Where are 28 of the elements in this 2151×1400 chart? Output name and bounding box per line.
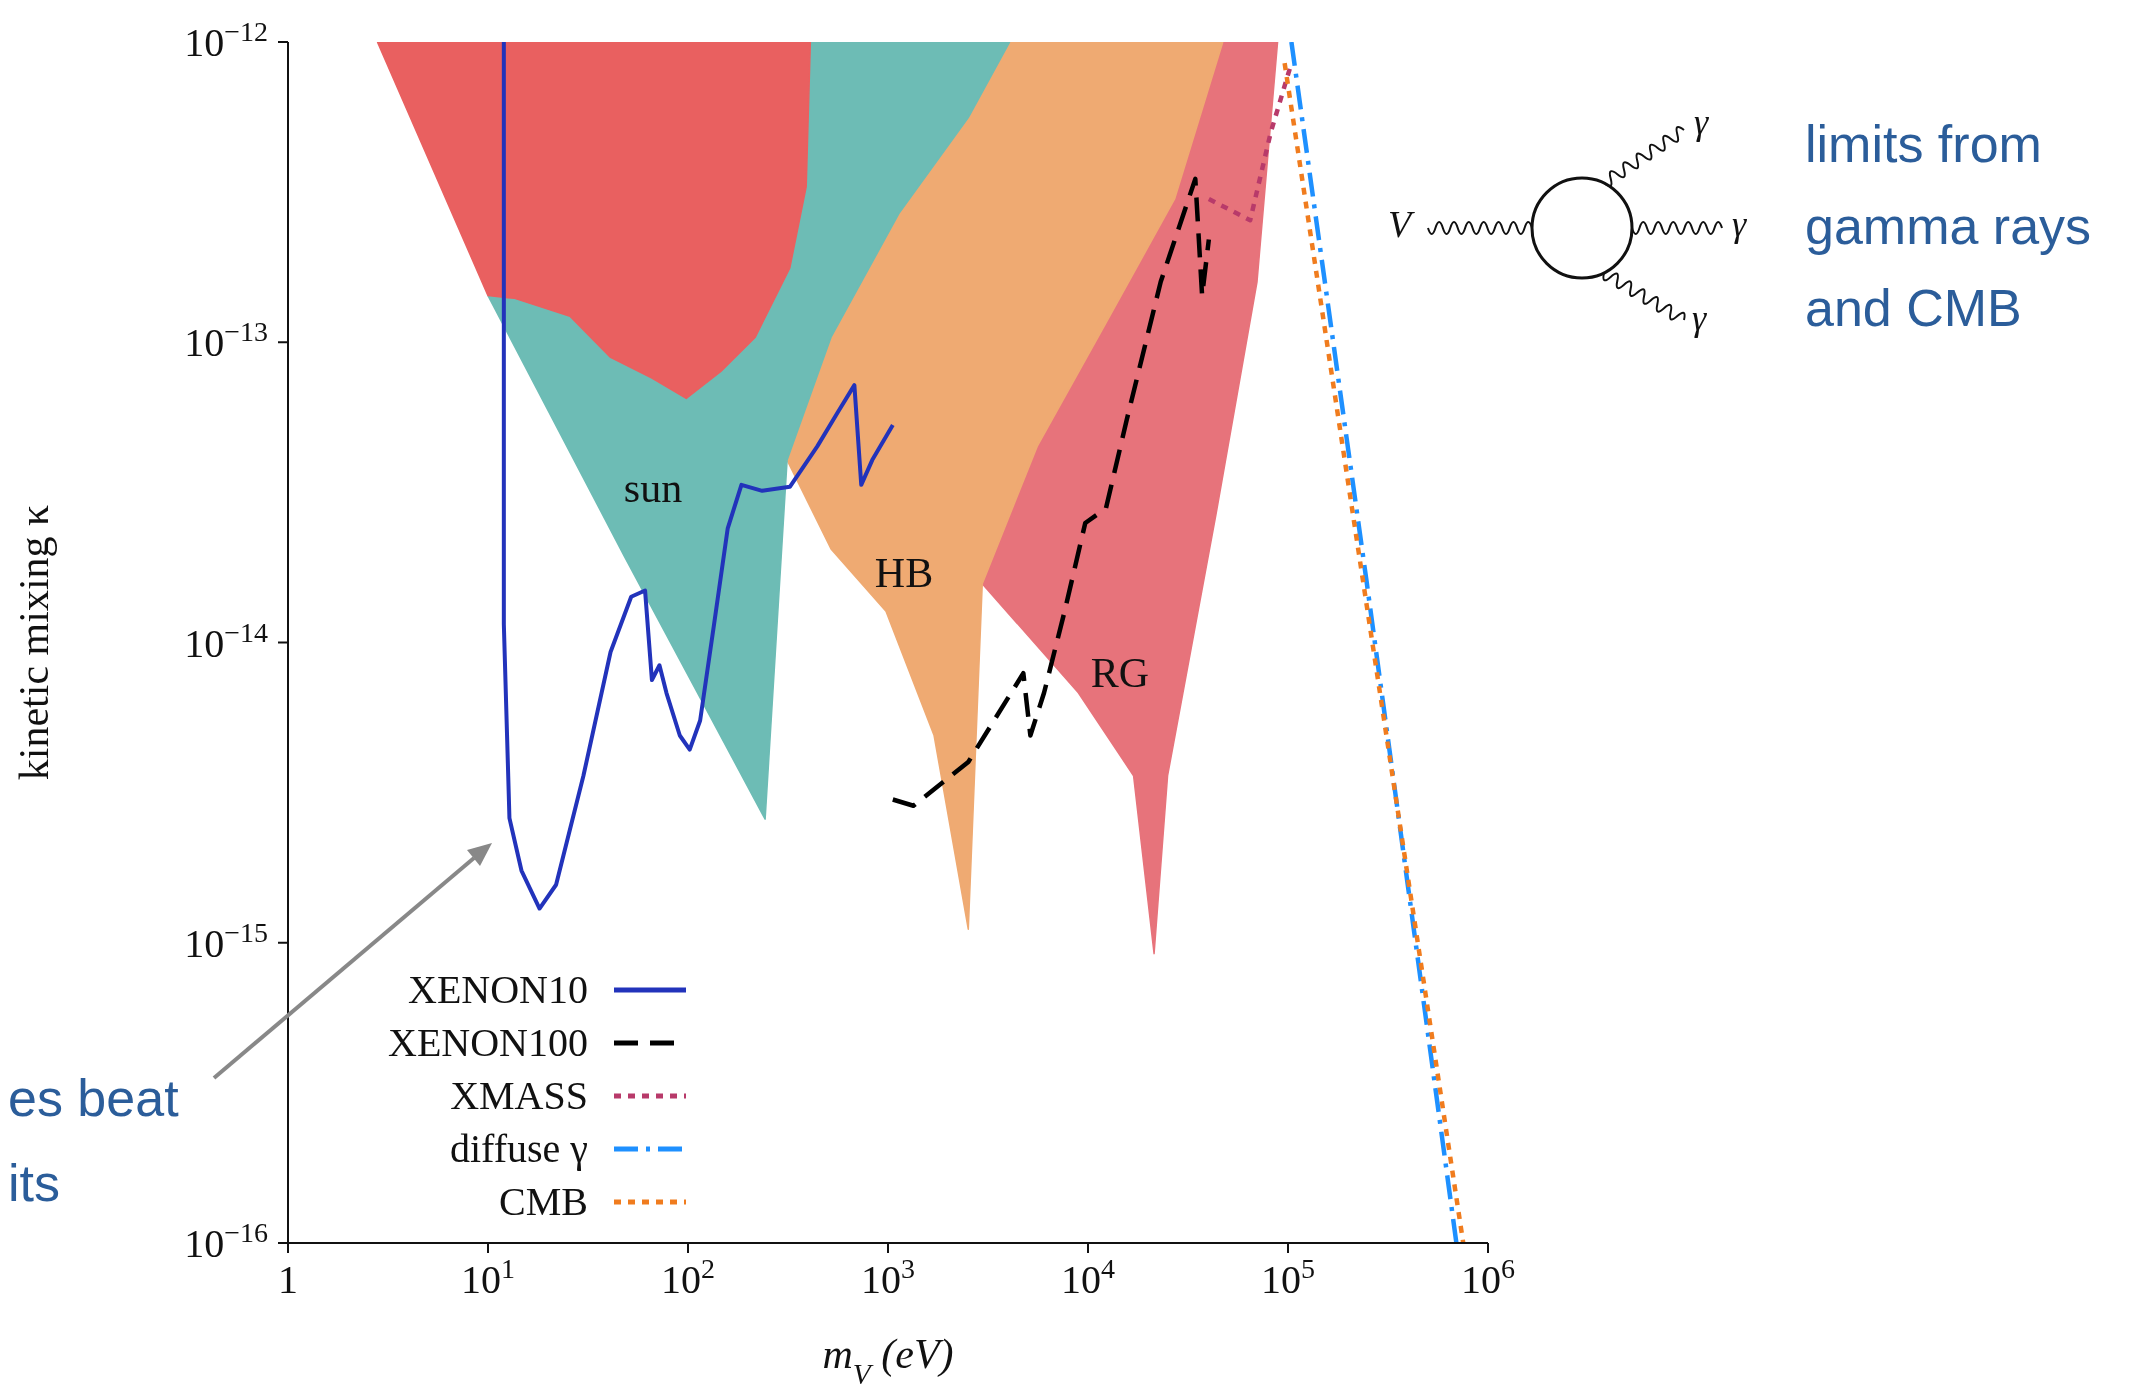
annotation: sun (622, 464, 684, 513)
x-axis-title: m$_{V}$ (eV) (822, 1331, 954, 1390)
legend-label: XENON10 (408, 966, 588, 1013)
text: limits from gamma rays and CMB (1805, 114, 2093, 339)
x-tick-label: 10$^{2}$ (661, 1252, 715, 1302)
x-tick-label: 10$^{3}$ (861, 1252, 915, 1302)
y-tick-label: 10$^{−12}$ (184, 15, 268, 65)
text: es beat its (8, 1069, 179, 1212)
y-tick-label: 10$^{−13}$ (184, 315, 268, 366)
annotation: HB (874, 549, 934, 598)
y-tick-label: 10$^{−16}$ (184, 1216, 268, 1266)
x-tick-label: 10$^{1}$ (461, 1252, 515, 1302)
annotation: RG (1090, 649, 1150, 698)
legend-label: diffuse γ (449, 1125, 588, 1172)
y-axis-title: kinetic mixing κ (11, 504, 57, 781)
x-tick-label: 10$^{6}$ (1461, 1252, 1515, 1302)
legend-label: XENON100 (388, 1019, 588, 1066)
legend-label: XMASS (450, 1072, 588, 1119)
x-tick-label: 10$^{4}$ (1061, 1252, 1115, 1302)
annotation: V (1388, 202, 1416, 246)
y-tick-label: 10$^{−14}$ (184, 616, 268, 666)
x-tick-label: 10$^{5}$ (1261, 1252, 1315, 1302)
x-tick-label: 1 (278, 1257, 298, 1302)
y-tick-label: 10$^{−15}$ (184, 916, 268, 966)
legend-label: CMB (499, 1178, 588, 1225)
text: γ (1694, 101, 1710, 144)
text: γ (1732, 203, 1748, 246)
text: γ (1692, 297, 1708, 340)
